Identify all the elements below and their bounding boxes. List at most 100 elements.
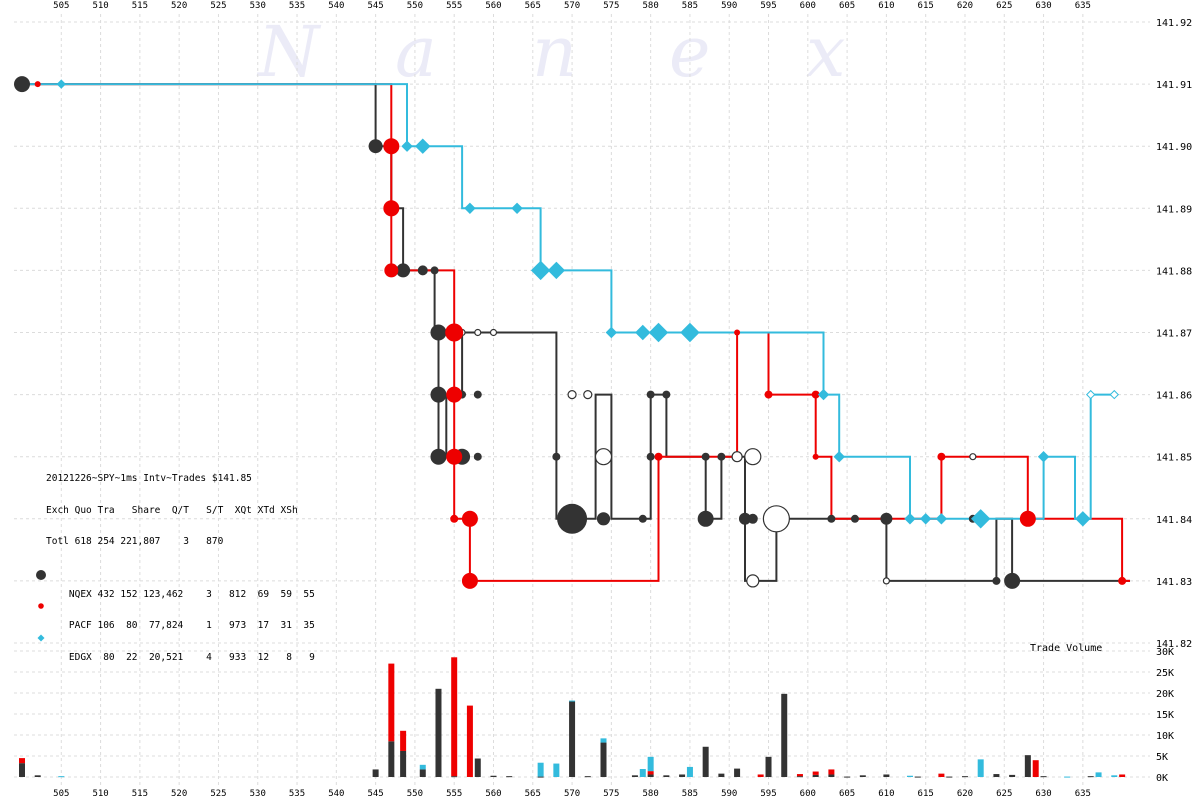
nqex-volume-bar [765, 756, 772, 777]
x-tick-label: 515 [132, 1, 148, 11]
pacf-trade-marker [461, 510, 478, 527]
x-tick-label: 545 [367, 789, 383, 799]
edgx-volume-bar [1095, 772, 1102, 777]
x-tick-label: 525 [210, 789, 226, 799]
legend-row-pacf: PACF 106 80 77,824 1 973 17 31 35 [38, 600, 315, 631]
edgx-trade-marker [635, 324, 651, 341]
nqex-volume-bar [914, 776, 921, 778]
pacf-volume-bar [451, 657, 458, 777]
edgx-trade-marker [415, 138, 431, 154]
grid-lines [14, 14, 1150, 788]
x-tick-label: 535 [289, 1, 305, 11]
x-tick-label: 605 [839, 1, 855, 11]
x-tick-label: 565 [525, 789, 541, 799]
edgx-volume-bar [58, 776, 65, 778]
x-tick-label: 570 [564, 789, 580, 799]
x-tick-label: 575 [603, 1, 619, 11]
x-tick-label: 610 [878, 1, 894, 11]
legend-row-pacf-text: PACF 106 80 77,824 1 973 17 31 35 [68, 620, 315, 631]
x-tick-label: 550 [407, 1, 423, 11]
nqex-trade-marker [992, 576, 1001, 585]
x-tick-label: 620 [957, 1, 973, 11]
x-tick-label: 630 [1035, 789, 1051, 799]
legend-title: 20121226~SPY~1ms Intv~Trades $141.85 [46, 473, 252, 484]
nqex-trade-marker [747, 513, 758, 524]
y-tick-label: 141.82 [1156, 639, 1192, 650]
nqex-trade-marker [646, 390, 655, 399]
x-tick-label: 565 [525, 1, 541, 11]
trade-markers [14, 76, 1127, 589]
x-tick-label: 555 [446, 789, 462, 799]
pacf-trade-marker [734, 329, 741, 336]
nqex-trade-marker [552, 452, 561, 461]
x-tick-label: 530 [250, 789, 266, 799]
edgx-trade-marker [547, 261, 566, 280]
nqex-volume-bar [419, 769, 426, 777]
edgx-trade-marker [56, 79, 66, 89]
pacf-trade-marker [446, 448, 463, 465]
legend-row-edgx: EDGX 80 22 20,521 4 933 12 8 9 [37, 632, 315, 662]
edgx-trade-marker [648, 322, 669, 343]
nqex-trade-marker [430, 324, 447, 341]
nqex-volume-bar [828, 774, 835, 777]
pacf-volume-bar [812, 771, 819, 775]
x-tick-label: 560 [485, 1, 501, 11]
pacf-volume-bar [796, 774, 803, 777]
x-tick-label: 635 [1075, 1, 1091, 11]
nqex-volume-bar [781, 693, 788, 777]
watermark-letter: N [256, 11, 322, 93]
edgx-trade-marker [530, 260, 551, 281]
pacf-volume-bar [19, 758, 25, 764]
nqex-trade-marker [430, 386, 447, 403]
nqex-quote-marker [762, 505, 790, 533]
nqex-trade-marker [417, 265, 428, 276]
x-tick-label: 580 [643, 789, 659, 799]
pacf-trade-marker [812, 453, 819, 460]
x-tick-label: 600 [800, 1, 816, 11]
nqex-volume-bar [506, 776, 513, 778]
legend-row-nqex: NQEX 432 152 123,462 3 812 69 59 55 [36, 569, 315, 599]
edgx-volume-bar [686, 766, 693, 777]
nqex-volume-bar [812, 774, 819, 777]
edgx-volume-bar [647, 756, 654, 772]
volume-tick-label: 10K [1156, 731, 1174, 742]
nqex-volume-bar [584, 776, 591, 778]
watermark-letter: n [532, 11, 577, 93]
x-tick-label: 590 [721, 789, 737, 799]
nqex-volume-bar [388, 741, 395, 777]
volume-tick-label: 0K [1156, 773, 1168, 784]
nqex-volume-bar [400, 750, 407, 777]
edgx-volume-bar [977, 759, 984, 777]
nqex-volume-bar [734, 768, 741, 777]
nqex-volume-bar [569, 701, 576, 777]
nqex-quote-marker [746, 574, 760, 588]
volume-tick-label: 25K [1156, 668, 1174, 679]
y-tick-label: 141.83 [1156, 577, 1192, 588]
edgx-trade-marker [833, 450, 845, 463]
x-tick-label: 595 [760, 1, 776, 11]
nqex-trade-marker [738, 512, 751, 525]
edgx-trade-marker [401, 140, 413, 152]
nqex-volume-bar [844, 776, 851, 778]
nqex-volume-bar [993, 774, 1000, 777]
pacf-trade-marker [764, 390, 773, 399]
pacf-trade-marker [383, 138, 400, 155]
nqex-trade-marker [430, 448, 447, 465]
nqex-trade-marker [473, 390, 482, 399]
pacf-volume-bar [1032, 760, 1039, 777]
x-tick-label: 630 [1035, 1, 1051, 11]
pacf-marker-icon [36, 601, 48, 617]
legend-header: Exch Quo Tra Share Q/T S/T XQt XTd XSh [46, 504, 298, 516]
x-tick-label: 545 [367, 1, 383, 11]
nqex-trade-marker [646, 452, 655, 461]
pacf-volume-bar [757, 774, 764, 777]
nqex-marker-icon [36, 569, 48, 586]
edgx-trade-marker [1037, 450, 1050, 463]
nqex-trade-marker [14, 76, 30, 93]
nqex-volume-bar [631, 775, 638, 777]
nqex-quote-marker [489, 328, 498, 337]
x-tick-label: 615 [918, 789, 934, 799]
edgx-volume-bar [553, 763, 560, 777]
pacf-trade-marker [446, 386, 463, 403]
